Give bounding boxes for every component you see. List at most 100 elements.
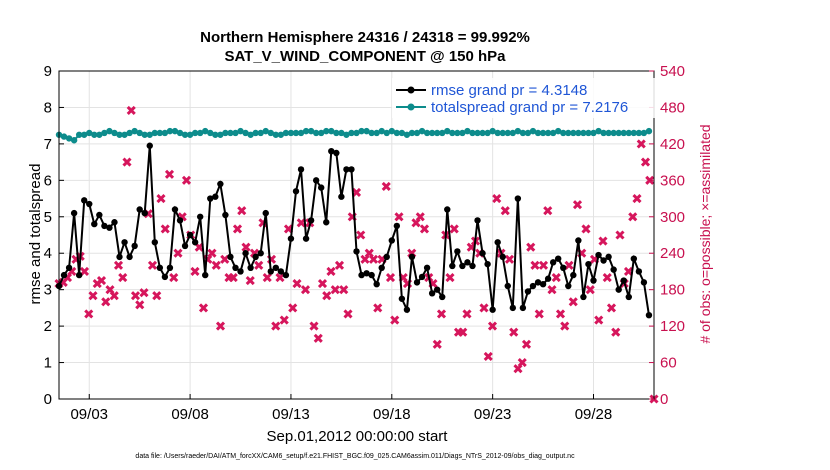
totalspread-point: [398, 129, 406, 137]
totalspread-point: [277, 131, 285, 138]
obs-count-mark: [245, 275, 255, 286]
totalspread-point: [469, 129, 476, 137]
obs-count-mark: [551, 272, 561, 283]
totalspread-point: [237, 127, 244, 135]
totalspread-point: [323, 127, 330, 135]
totalspread-point: [509, 129, 517, 137]
rmse-point: [529, 282, 537, 290]
rmse-point: [81, 197, 88, 204]
left-tick-label: 6: [44, 172, 52, 189]
totalspread-point: [212, 131, 219, 138]
right-y-axis-label: # of obs: o=possible; ×=assimilated: [697, 124, 713, 343]
rmse-point: [60, 271, 68, 279]
obs-count-mark: [296, 218, 306, 228]
totalspread-point: [292, 129, 300, 137]
rmse-point: [444, 206, 451, 213]
obs-count-mark: [156, 193, 166, 204]
totalspread-point: [181, 131, 189, 138]
totalspread-point: [227, 129, 234, 137]
totalspread-point: [630, 129, 638, 137]
totalspread-point: [343, 131, 350, 138]
totalspread-point: [383, 129, 390, 137]
rmse-point: [202, 271, 209, 279]
rmse-point: [247, 264, 254, 271]
obs-count-mark: [623, 266, 634, 277]
totalspread-point: [454, 129, 461, 137]
totalspread-point: [433, 129, 441, 137]
totalspread-point: [449, 129, 456, 137]
rmse-point: [176, 217, 184, 224]
totalspread-point: [625, 129, 632, 137]
totalspread-point: [222, 129, 229, 137]
obs-count-mark: [534, 309, 544, 319]
obs-count-mark: [118, 272, 128, 283]
rmse-point: [282, 271, 290, 279]
rmse-point: [378, 264, 385, 271]
totalspread-point: [464, 127, 471, 135]
totalspread-point: [166, 127, 174, 135]
rmse-point: [227, 253, 234, 261]
chart-legend: rmse grand pr = 4.3148 totalspread grand…: [392, 78, 655, 118]
obs-count-mark: [615, 230, 625, 240]
totalspread-point: [408, 129, 416, 137]
rmse-point: [645, 311, 653, 319]
totalspread-point: [590, 129, 597, 137]
totalspread-point: [146, 131, 153, 138]
right-tick-label: 360: [660, 172, 685, 189]
obs-count-mark: [611, 327, 621, 337]
totalspread-point: [565, 129, 572, 137]
obs-count-mark: [232, 224, 243, 234]
totalspread-point: [560, 129, 567, 137]
obs-count-mark: [509, 327, 519, 337]
rmse-series: [55, 142, 653, 319]
obs-count-mark: [130, 291, 141, 301]
rmse-point: [585, 260, 592, 268]
rmse-point: [161, 273, 169, 281]
totalspread-point: [620, 129, 627, 137]
rmse-point: [91, 220, 98, 228]
rmse-point: [479, 250, 486, 257]
rmse-point: [620, 277, 627, 284]
rmse-point: [101, 222, 108, 230]
obs-count-mark: [530, 260, 540, 270]
totalspread-point: [504, 129, 511, 137]
x-tick-label: 09/13: [272, 406, 310, 423]
obs-count-mark: [334, 260, 345, 270]
rmse-point: [554, 255, 562, 262]
right-tick-label: 60: [660, 355, 677, 372]
rmse-point: [111, 219, 118, 226]
obs-count-mark: [568, 297, 578, 307]
obs-count-mark: [160, 224, 170, 234]
obs-count-mark: [492, 193, 502, 204]
right-tick-label: 0: [660, 391, 668, 408]
rmse-point: [494, 239, 501, 246]
totalspread-point: [282, 129, 290, 137]
y-axis-label: rmse and totalspread: [27, 164, 44, 305]
totalspread-point: [544, 129, 552, 137]
totalspread-point: [484, 129, 491, 137]
obs-count-mark: [547, 285, 557, 295]
obs-count-mark: [101, 297, 111, 307]
totalspread-point: [65, 135, 73, 142]
rmse-point: [373, 281, 380, 288]
totalspread-point: [378, 127, 385, 135]
totalspread-point: [101, 129, 108, 137]
rmse-point: [75, 271, 83, 279]
totalspread-point: [358, 127, 365, 135]
rmse-point: [166, 264, 174, 271]
totalspread-point: [353, 129, 360, 137]
obs-count-mark: [322, 291, 332, 301]
obs-count-mark: [351, 187, 362, 198]
rmse-point: [539, 281, 547, 288]
rmse-point: [272, 264, 280, 271]
left-tick-label: 2: [44, 318, 52, 335]
obs-count-mark: [521, 339, 532, 349]
rmse-point: [408, 253, 416, 261]
totalspread-point: [136, 129, 143, 137]
rmse-point: [70, 209, 78, 217]
rmse-point: [454, 248, 461, 255]
rmse-point: [353, 248, 360, 255]
rmse-point: [257, 250, 264, 257]
rmse-point: [262, 209, 269, 217]
rmse-point: [191, 239, 199, 246]
